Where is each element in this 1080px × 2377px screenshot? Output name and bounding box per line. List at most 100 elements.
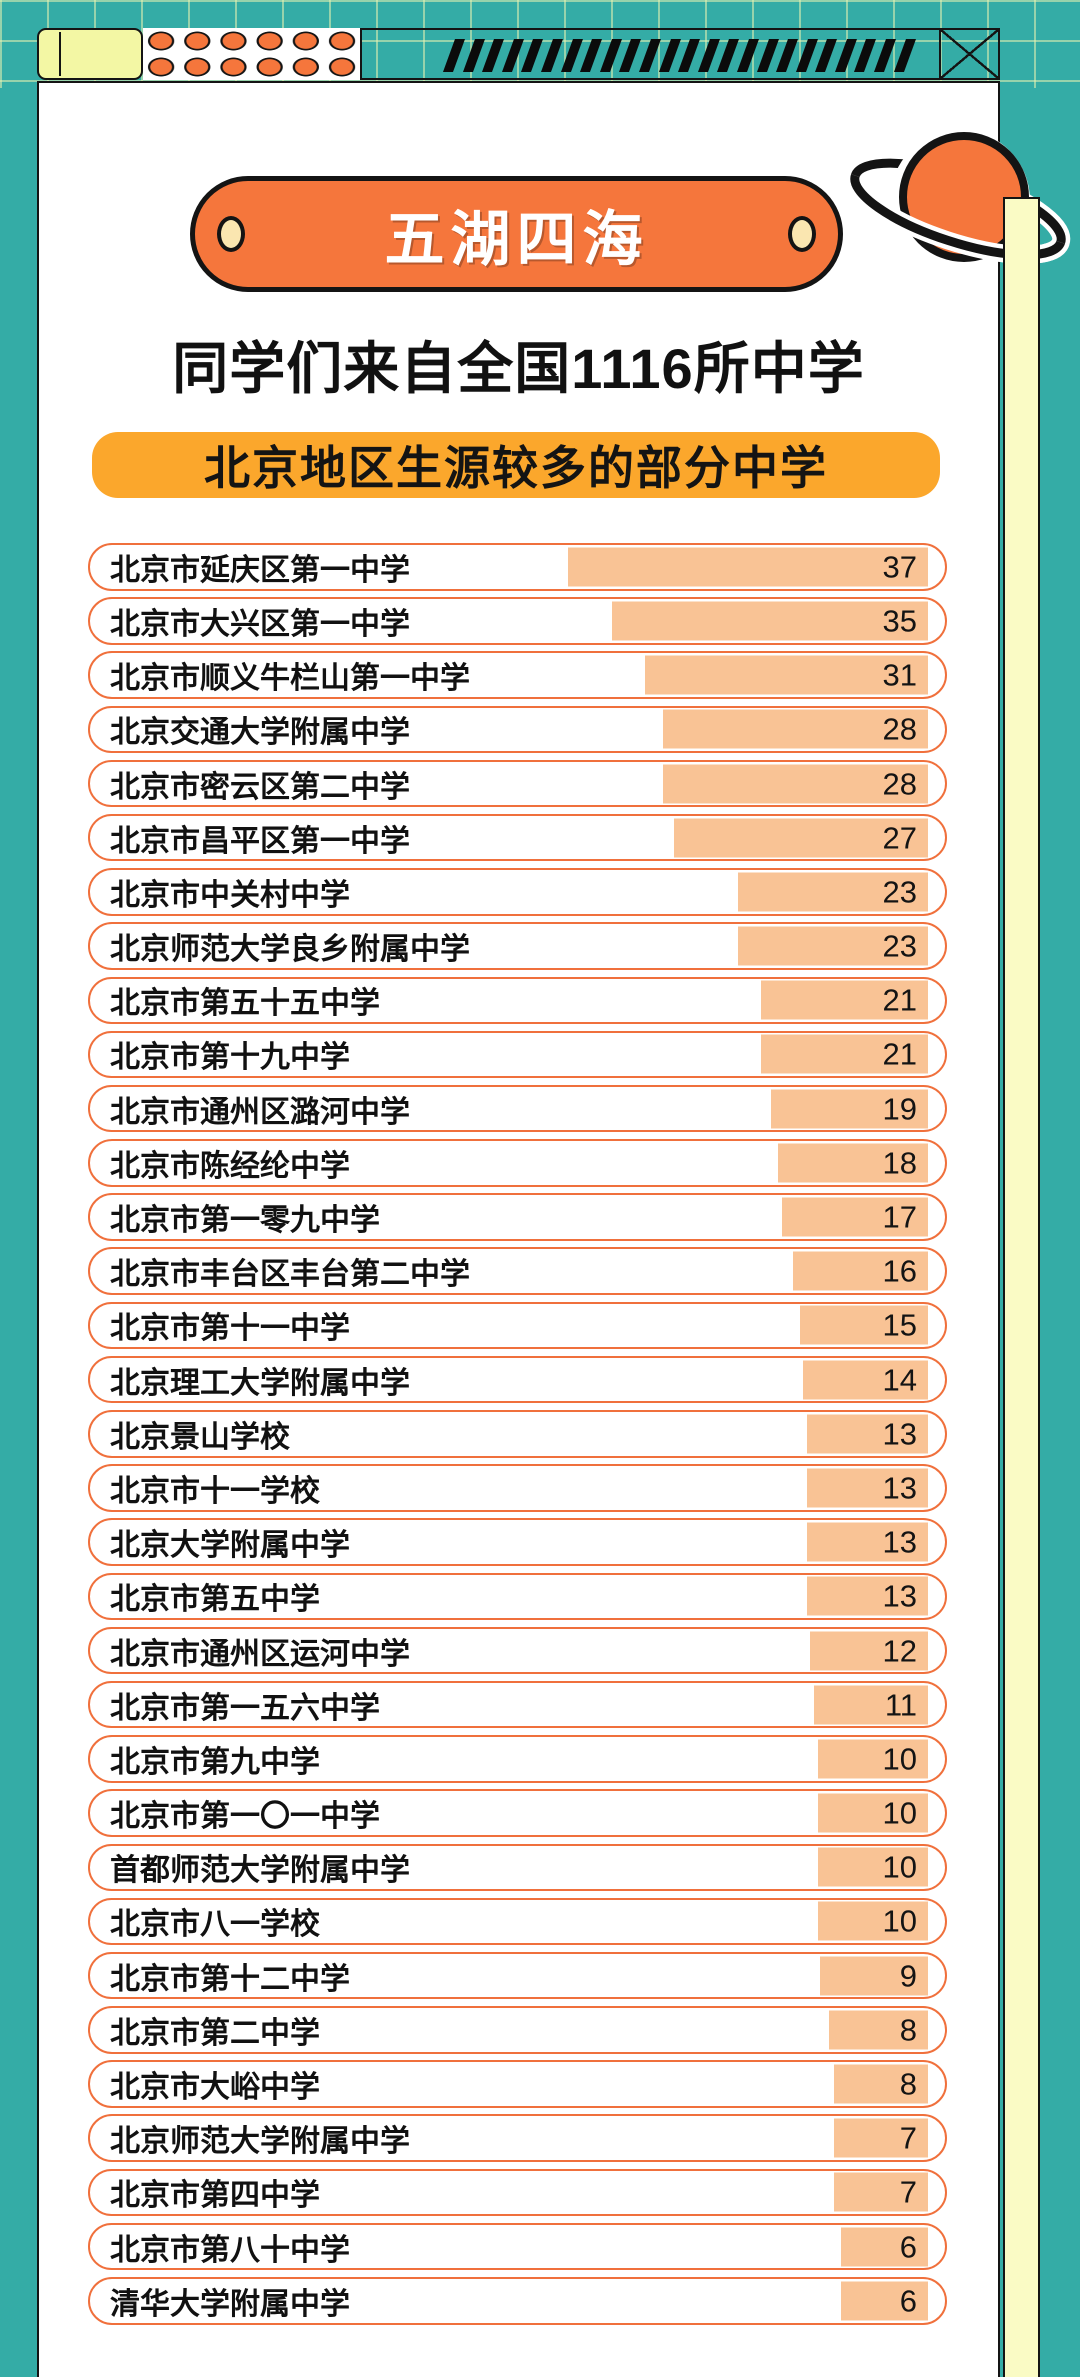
school-name-label: 北京市第八十中学 xyxy=(110,2233,350,2267)
value-bar: 11 xyxy=(814,1685,928,1725)
school-name-label: 北京市丰台区丰台第二中学 xyxy=(110,1258,470,1292)
school-bar-row: 北京师范大学良乡附属中学 23 xyxy=(88,922,947,970)
stripe-mark xyxy=(854,39,877,72)
value-bar: 37 xyxy=(568,547,928,587)
stripe-mark xyxy=(580,39,603,72)
value-bar: 35 xyxy=(612,601,928,641)
value-bar: 21 xyxy=(761,980,928,1020)
school-bar-row: 北京市八一学校 10 xyxy=(88,1897,947,1946)
school-name-label: 北京市延庆区第一中学 xyxy=(110,553,410,587)
value-bar: 27 xyxy=(674,818,928,858)
school-name-label: 清华大学附属中学 xyxy=(110,2287,350,2321)
planet-icon xyxy=(845,130,1071,270)
stripe-mark xyxy=(834,39,857,72)
value-label: 27 xyxy=(882,820,917,856)
school-name-label: 北京市顺义牛栏山第一中学 xyxy=(110,662,470,696)
value-bar: 6 xyxy=(841,2227,928,2267)
value-label: 37 xyxy=(882,549,917,585)
value-label: 21 xyxy=(882,982,917,1018)
value-label: 10 xyxy=(882,1741,917,1777)
badge-rivet-right-icon xyxy=(788,216,816,252)
stripe-mark xyxy=(482,39,505,72)
value-label: 35 xyxy=(882,603,917,639)
stripe-mark xyxy=(638,39,661,72)
stripe-mark xyxy=(736,39,759,72)
title-badge-label: 五湖四海 xyxy=(384,205,649,273)
value-label: 13 xyxy=(882,1416,917,1452)
value-bar: 21 xyxy=(761,1034,928,1074)
school-bar-row: 北京市大兴区第一中学 35 xyxy=(88,597,947,645)
value-bar: 9 xyxy=(820,1956,928,1996)
value-bar: 8 xyxy=(829,2010,928,2050)
school-name-label: 北京市大峪中学 xyxy=(110,2071,320,2104)
value-bar: 13 xyxy=(807,1522,928,1562)
value-bar: 18 xyxy=(778,1143,928,1183)
school-bar-row: 北京市第一零九中学 17 xyxy=(88,1193,947,1241)
value-label: 16 xyxy=(882,1253,917,1289)
x-box-icon xyxy=(939,30,998,78)
school-name-label: 北京市第四中学 xyxy=(110,2179,320,2213)
school-name-label: 北京市昌平区第一中学 xyxy=(110,824,410,858)
school-bar-row: 北京市第二中学 8 xyxy=(88,2006,947,2054)
school-name-label: 北京市第九中学 xyxy=(110,1745,320,1779)
value-label: 8 xyxy=(899,2012,917,2048)
stripe-mark xyxy=(501,39,524,72)
school-name-label: 北京市第一〇一中学 xyxy=(110,1800,380,1834)
school-name-label: 北京市第五中学 xyxy=(110,1583,320,1617)
school-bar-row: 北京市第十一中学 15 xyxy=(88,1301,947,1350)
value-label: 8 xyxy=(899,2066,917,2102)
value-label: 23 xyxy=(882,928,917,964)
value-bar: 13 xyxy=(807,1468,928,1508)
school-name-label: 北京市中关村中学 xyxy=(110,878,350,912)
value-label: 13 xyxy=(882,1524,917,1560)
stripe-mark xyxy=(893,39,916,72)
school-name-label: 北京市密云区第二中学 xyxy=(110,770,410,804)
school-bar-row: 北京市第五十五中学 21 xyxy=(88,976,947,1024)
value-label: 11 xyxy=(884,1687,917,1723)
school-name-label: 北京市第一零九中学 xyxy=(110,1204,380,1237)
value-label: 9 xyxy=(899,1958,917,1994)
value-bar: 17 xyxy=(782,1197,928,1237)
school-bar-row: 北京理工大学附属中学 14 xyxy=(88,1355,947,1404)
school-name-label: 北京师范大学良乡附属中学 xyxy=(110,933,470,967)
school-bar-row: 北京市第一〇一中学 10 xyxy=(88,1789,947,1837)
value-bar: 19 xyxy=(771,1089,928,1129)
value-label: 23 xyxy=(882,874,917,910)
school-name-label: 北京市十一学校 xyxy=(110,1474,320,1508)
deco-circle-pattern xyxy=(143,28,360,80)
value-label: 28 xyxy=(882,711,917,747)
school-bar-list: 北京市延庆区第一中学 37 北京市大兴区第一中学 35 北京市顺义牛栏山第一中学 31 北京… xyxy=(88,543,947,2331)
value-label: 31 xyxy=(882,657,917,693)
content-card: 五湖四海 同学们来自全国1116所中学 北京地区生源较多的部分中学 北京市延庆区… xyxy=(37,81,1071,2377)
stripe-mark xyxy=(619,39,642,72)
diagonal-stripes-icon xyxy=(442,39,916,72)
school-bar-row: 北京交通大学附属中学 28 xyxy=(88,705,947,754)
stripe-mark xyxy=(697,39,720,72)
school-bar-row: 北京市大峪中学 8 xyxy=(88,2060,947,2108)
value-bar: 31 xyxy=(645,655,928,695)
page-subtitle: 同学们来自全国1116所中学 xyxy=(172,337,865,400)
value-label: 7 xyxy=(899,2120,917,2156)
value-label: 10 xyxy=(882,1903,917,1939)
school-name-label: 北京市大兴区第一中学 xyxy=(110,607,410,641)
school-bar-row: 北京师范大学附属中学 7 xyxy=(88,2114,947,2162)
school-name-label: 北京市第十一中学 xyxy=(110,1312,350,1346)
school-bar-row: 北京市通州区运河中学 12 xyxy=(88,1626,947,1675)
value-bar: 14 xyxy=(803,1360,928,1400)
school-name-label: 北京市八一学校 xyxy=(110,1908,320,1942)
value-label: 14 xyxy=(882,1362,917,1398)
value-label: 7 xyxy=(899,2174,917,2210)
school-bar-row: 北京市顺义牛栏山第一中学 31 xyxy=(88,651,947,699)
deco-yellow-block xyxy=(37,28,143,80)
stripe-mark xyxy=(560,39,583,72)
value-label: 18 xyxy=(882,1145,917,1181)
value-label: 12 xyxy=(882,1633,917,1668)
value-label: 6 xyxy=(899,2229,917,2265)
school-name-label: 首都师范大学附属中学 xyxy=(110,1854,410,1888)
school-name-label: 北京师范大学附属中学 xyxy=(110,2125,410,2159)
value-label: 13 xyxy=(882,1578,917,1614)
value-bar: 23 xyxy=(738,872,928,912)
value-bar: 13 xyxy=(807,1576,928,1616)
stripe-mark xyxy=(756,39,779,72)
value-bar: 10 xyxy=(818,1793,928,1833)
